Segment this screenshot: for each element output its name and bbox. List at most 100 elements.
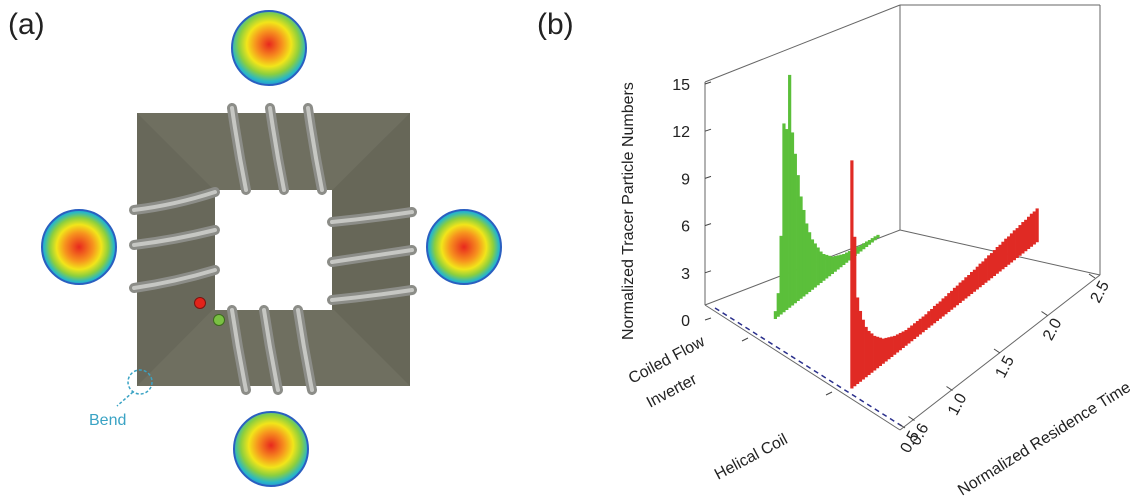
bar — [799, 196, 803, 299]
bar — [887, 337, 891, 360]
bar — [975, 266, 979, 290]
bar — [913, 323, 917, 339]
bar — [1007, 236, 1011, 265]
bar — [867, 330, 871, 375]
y-tick-label: 0 — [681, 313, 690, 330]
bar — [808, 232, 812, 292]
series-helical-coil — [850, 160, 1039, 389]
x-tick-mark — [1041, 311, 1048, 316]
bar — [856, 297, 860, 384]
bar — [952, 287, 957, 308]
bar — [930, 308, 934, 326]
bend-label: Bend — [89, 412, 126, 429]
bar — [1021, 222, 1025, 254]
bar — [858, 310, 863, 382]
bar — [958, 282, 962, 303]
bar — [859, 245, 863, 252]
frame-hole — [215, 190, 332, 310]
coiled-flow-inverter-diagram: Bend — [41, 10, 502, 487]
bar — [950, 290, 954, 310]
bar — [992, 250, 996, 276]
coil-left — [129, 187, 220, 293]
bar — [870, 333, 874, 373]
bar — [890, 336, 894, 357]
bar — [998, 244, 1002, 272]
coil-bottom — [227, 305, 317, 395]
bar — [867, 240, 872, 245]
bar — [967, 275, 971, 297]
bar — [918, 318, 922, 335]
y-tick-mark — [704, 270, 712, 274]
bar — [898, 332, 902, 351]
bar — [961, 280, 965, 301]
bar — [845, 252, 849, 263]
bar — [833, 256, 837, 272]
bar — [873, 236, 877, 241]
bar — [981, 261, 985, 285]
chart-frame — [704, 4, 1101, 431]
bar — [970, 271, 974, 294]
bar — [995, 247, 999, 274]
y-tick-label: 15 — [672, 77, 690, 94]
y-axis: 0 3 6 9 12 15 — [672, 77, 712, 330]
category-label-helical-coil: Helical Coil — [712, 431, 791, 484]
bar — [816, 247, 820, 286]
y-tick-mark — [704, 317, 712, 321]
velocity-profile-icon-right — [426, 209, 502, 285]
bar — [785, 129, 789, 310]
bar — [796, 175, 800, 301]
bar — [1032, 211, 1036, 245]
bar — [853, 236, 857, 387]
velocity-profile-icon-bottom — [233, 411, 309, 487]
category-tick-mark — [825, 391, 833, 396]
y-tick-label: 12 — [672, 124, 690, 141]
bar — [895, 334, 900, 353]
x-tick-mark — [1088, 273, 1096, 279]
x-axis-label: Normalized Residence Time — [955, 379, 1134, 498]
bar — [955, 285, 959, 306]
bar — [901, 331, 905, 348]
bar — [921, 316, 925, 333]
bar — [865, 241, 869, 247]
velocity-profile-icon-left — [41, 209, 117, 285]
x-tick-label: 2.0 — [1040, 316, 1065, 344]
y-tick-label: 9 — [681, 171, 690, 188]
bar — [825, 254, 829, 279]
bar — [1018, 225, 1022, 256]
x-tick-label: 1.5 — [993, 353, 1018, 381]
bar — [836, 255, 840, 270]
bar — [893, 335, 897, 355]
panel-a-label: (a) — [8, 8, 45, 41]
bar — [873, 335, 877, 371]
green-tracer-dot — [213, 314, 225, 326]
x-tick-mark — [898, 423, 906, 429]
bar — [941, 298, 945, 317]
bar — [964, 277, 968, 299]
bar — [802, 209, 806, 297]
bar — [827, 255, 832, 277]
bar — [927, 311, 931, 328]
bar — [1027, 216, 1031, 249]
bar — [793, 153, 797, 304]
coil-top — [227, 103, 327, 195]
bar — [947, 293, 951, 312]
bar — [782, 123, 786, 313]
bar — [776, 293, 780, 317]
x-tick-mark — [993, 348, 1001, 354]
bar — [861, 319, 865, 380]
bar — [875, 336, 880, 369]
bar — [1035, 208, 1039, 243]
panel-b-label: (b) — [537, 8, 574, 41]
y-tick-mark — [704, 175, 712, 179]
bar — [790, 132, 795, 306]
bar — [805, 223, 809, 295]
front-baseline — [714, 307, 906, 429]
x-tick-label: 1.0 — [945, 391, 970, 419]
bar — [1009, 233, 1014, 263]
bar — [847, 251, 852, 261]
bar — [1001, 241, 1005, 270]
bend-marker-icon — [127, 369, 153, 395]
velocity-profile-icon-top — [231, 10, 307, 86]
bar — [856, 246, 860, 254]
